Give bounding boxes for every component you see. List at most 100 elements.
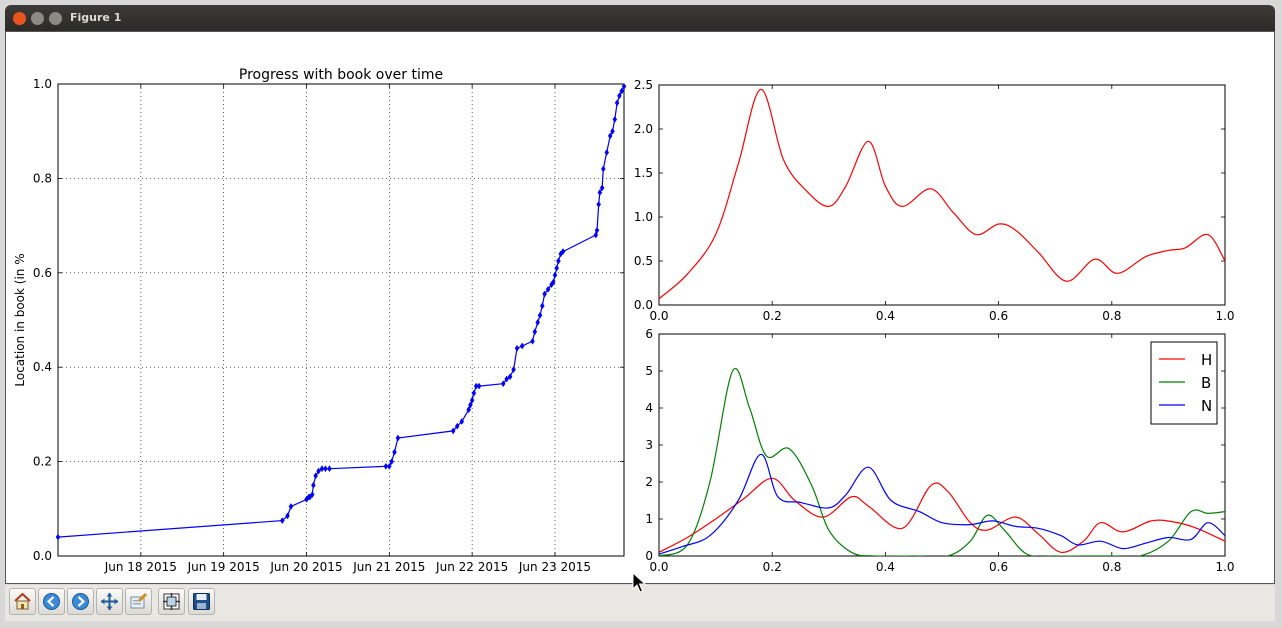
chart-0-frame xyxy=(57,83,625,557)
back-button[interactable] xyxy=(38,588,65,615)
chart-0-ytick-label: 0.6 xyxy=(33,266,52,280)
chart-0-data-point xyxy=(383,462,389,470)
chart-1-ytick-label: 1.0 xyxy=(634,210,653,224)
window-title: Figure 1 xyxy=(70,11,122,24)
chart-0-data-point xyxy=(614,99,620,107)
forward-button[interactable] xyxy=(67,588,94,615)
subplots-button[interactable] xyxy=(158,588,185,615)
chart-0-data-point xyxy=(288,502,294,510)
chart-0-xtick-label: Jun 23 2015 xyxy=(518,560,591,574)
chart-2-frame xyxy=(658,333,1226,557)
chart-0-data-point xyxy=(599,184,605,192)
chart-0-data-point xyxy=(545,285,551,293)
chart-0-data-point xyxy=(316,467,321,475)
figure-canvas[interactable]: 0.0 0.2 0.4 0.6 0.8 1.0 Jun 18 2015 Jun 19 2015… xyxy=(5,31,1275,584)
save-button[interactable] xyxy=(188,588,215,615)
chart-0-data-point xyxy=(313,472,318,480)
chart-0-ylabel: Location in book (in % xyxy=(13,253,27,386)
chart-0-data-point xyxy=(532,328,538,336)
chart-2-xtick-label: 0.6 xyxy=(989,560,1008,574)
chart-2-legend xyxy=(1150,341,1218,425)
chart-1-ytick-label: 2.0 xyxy=(634,122,653,136)
pan-button[interactable] xyxy=(96,588,123,615)
chart-0-data-point xyxy=(554,264,560,272)
chart-2-ytick-label: 0 xyxy=(645,549,653,563)
chart-0-data-point xyxy=(459,418,465,425)
chart-0-data-point xyxy=(514,344,520,352)
chart-0-data-point xyxy=(530,337,535,345)
maximize-button[interactable] xyxy=(49,12,62,25)
chart-0-data-point xyxy=(619,87,624,95)
pan-icon xyxy=(101,593,118,610)
chart-0-data-point xyxy=(519,342,525,350)
chart-0-data-point xyxy=(540,302,545,310)
chart-2-xtick-label: 0.4 xyxy=(876,560,895,574)
chart-0-data-point xyxy=(535,318,541,326)
chart-0-data-point xyxy=(280,517,285,525)
chart-2-xtick-label: 0.0 xyxy=(649,560,668,574)
chart-0-data-point xyxy=(476,382,482,390)
chart-1-ytick-label: 0.5 xyxy=(634,254,653,268)
chart-0-data-point xyxy=(500,380,506,388)
chart-0-data-point xyxy=(507,373,513,381)
chart-0-data-point xyxy=(604,148,610,156)
mouse-cursor-icon xyxy=(632,572,646,593)
chart-1-ytick-label: 2.5 xyxy=(634,78,653,92)
chart-1-xtick-label: 0.8 xyxy=(1102,309,1121,323)
chart-0-data-point xyxy=(327,465,332,473)
chart-0-data-point xyxy=(319,465,325,473)
chart-1-ytick-label: 0.0 xyxy=(634,298,653,312)
minimize-button[interactable] xyxy=(31,12,44,25)
chart-0-data-point xyxy=(542,290,547,298)
chart-0-data-point xyxy=(285,512,290,520)
chart-0-ytick-label: 1.0 xyxy=(33,77,52,91)
chart-1-plot-area xyxy=(659,88,1225,300)
chart-2-legend-label: B xyxy=(1201,374,1211,392)
chart-1-ytick-label: 1.5 xyxy=(634,166,653,180)
zoom-button[interactable] xyxy=(125,588,152,615)
chart-0-data-point xyxy=(610,127,615,135)
chart-0-xtick-label: Jun 18 2015 xyxy=(104,560,177,574)
chart-0-data-point xyxy=(550,278,556,286)
chart-2-ytick-label: 2 xyxy=(645,475,653,489)
back-icon xyxy=(43,593,60,610)
chart-0-data-point xyxy=(466,406,471,414)
chart-0-data-point xyxy=(612,115,618,123)
chart-2-xtick-label: 0.8 xyxy=(1102,560,1121,574)
chart-0-data-point xyxy=(617,92,622,100)
chart-2-ytick-label: 5 xyxy=(645,364,653,378)
chart-0-data-point xyxy=(389,458,394,466)
chart-1-frame xyxy=(658,84,1226,306)
chart-0-data-point xyxy=(594,226,600,234)
chart-0-xtick-label: Jun 21 2015 xyxy=(352,560,425,574)
chart-0-ytick-label: 0.8 xyxy=(33,171,52,185)
home-button[interactable] xyxy=(9,588,36,615)
chart-0-data-point xyxy=(537,311,543,319)
chart-1-xtick-label: 0.2 xyxy=(763,309,782,323)
chart-0-data-point xyxy=(392,448,397,456)
chart-0-data-point xyxy=(504,375,509,383)
window-titlebar: Figure 1 xyxy=(5,5,1275,31)
chart-2-legend-label: N xyxy=(1201,397,1212,415)
chart-0-data-point xyxy=(560,248,566,256)
chart-2-legend-label: H xyxy=(1201,351,1212,369)
chart-0-data-point xyxy=(468,401,473,409)
chart-2-xtick-label: 1.0 xyxy=(1215,560,1234,574)
chart-0-ytick-label: 0.4 xyxy=(33,360,52,374)
figure-svg: 0.0 0.2 0.4 0.6 0.8 1.0 Jun 18 2015 Jun 19 2015… xyxy=(13,67,1235,574)
chart-2-ytick-label: 6 xyxy=(645,327,653,341)
chart-2-ytick-label: 3 xyxy=(645,438,653,452)
chart-0-data-point xyxy=(55,533,61,541)
save-icon xyxy=(193,593,210,610)
chart-0-data-point xyxy=(323,465,328,473)
subplots-icon xyxy=(163,593,180,610)
chart-0-xtick-label: Jun 20 2015 xyxy=(269,560,342,574)
chart-0-data-point xyxy=(607,132,613,140)
zoom-icon xyxy=(130,592,148,609)
chart-2-xtick-label: 0.2 xyxy=(763,560,782,574)
chart-2-series-line-B xyxy=(659,367,1225,556)
close-button[interactable] xyxy=(13,12,26,25)
chart-0-data-point xyxy=(387,462,392,470)
chart-0-data-point xyxy=(454,422,460,430)
chart-1-xtick-label: 0.6 xyxy=(989,309,1008,323)
